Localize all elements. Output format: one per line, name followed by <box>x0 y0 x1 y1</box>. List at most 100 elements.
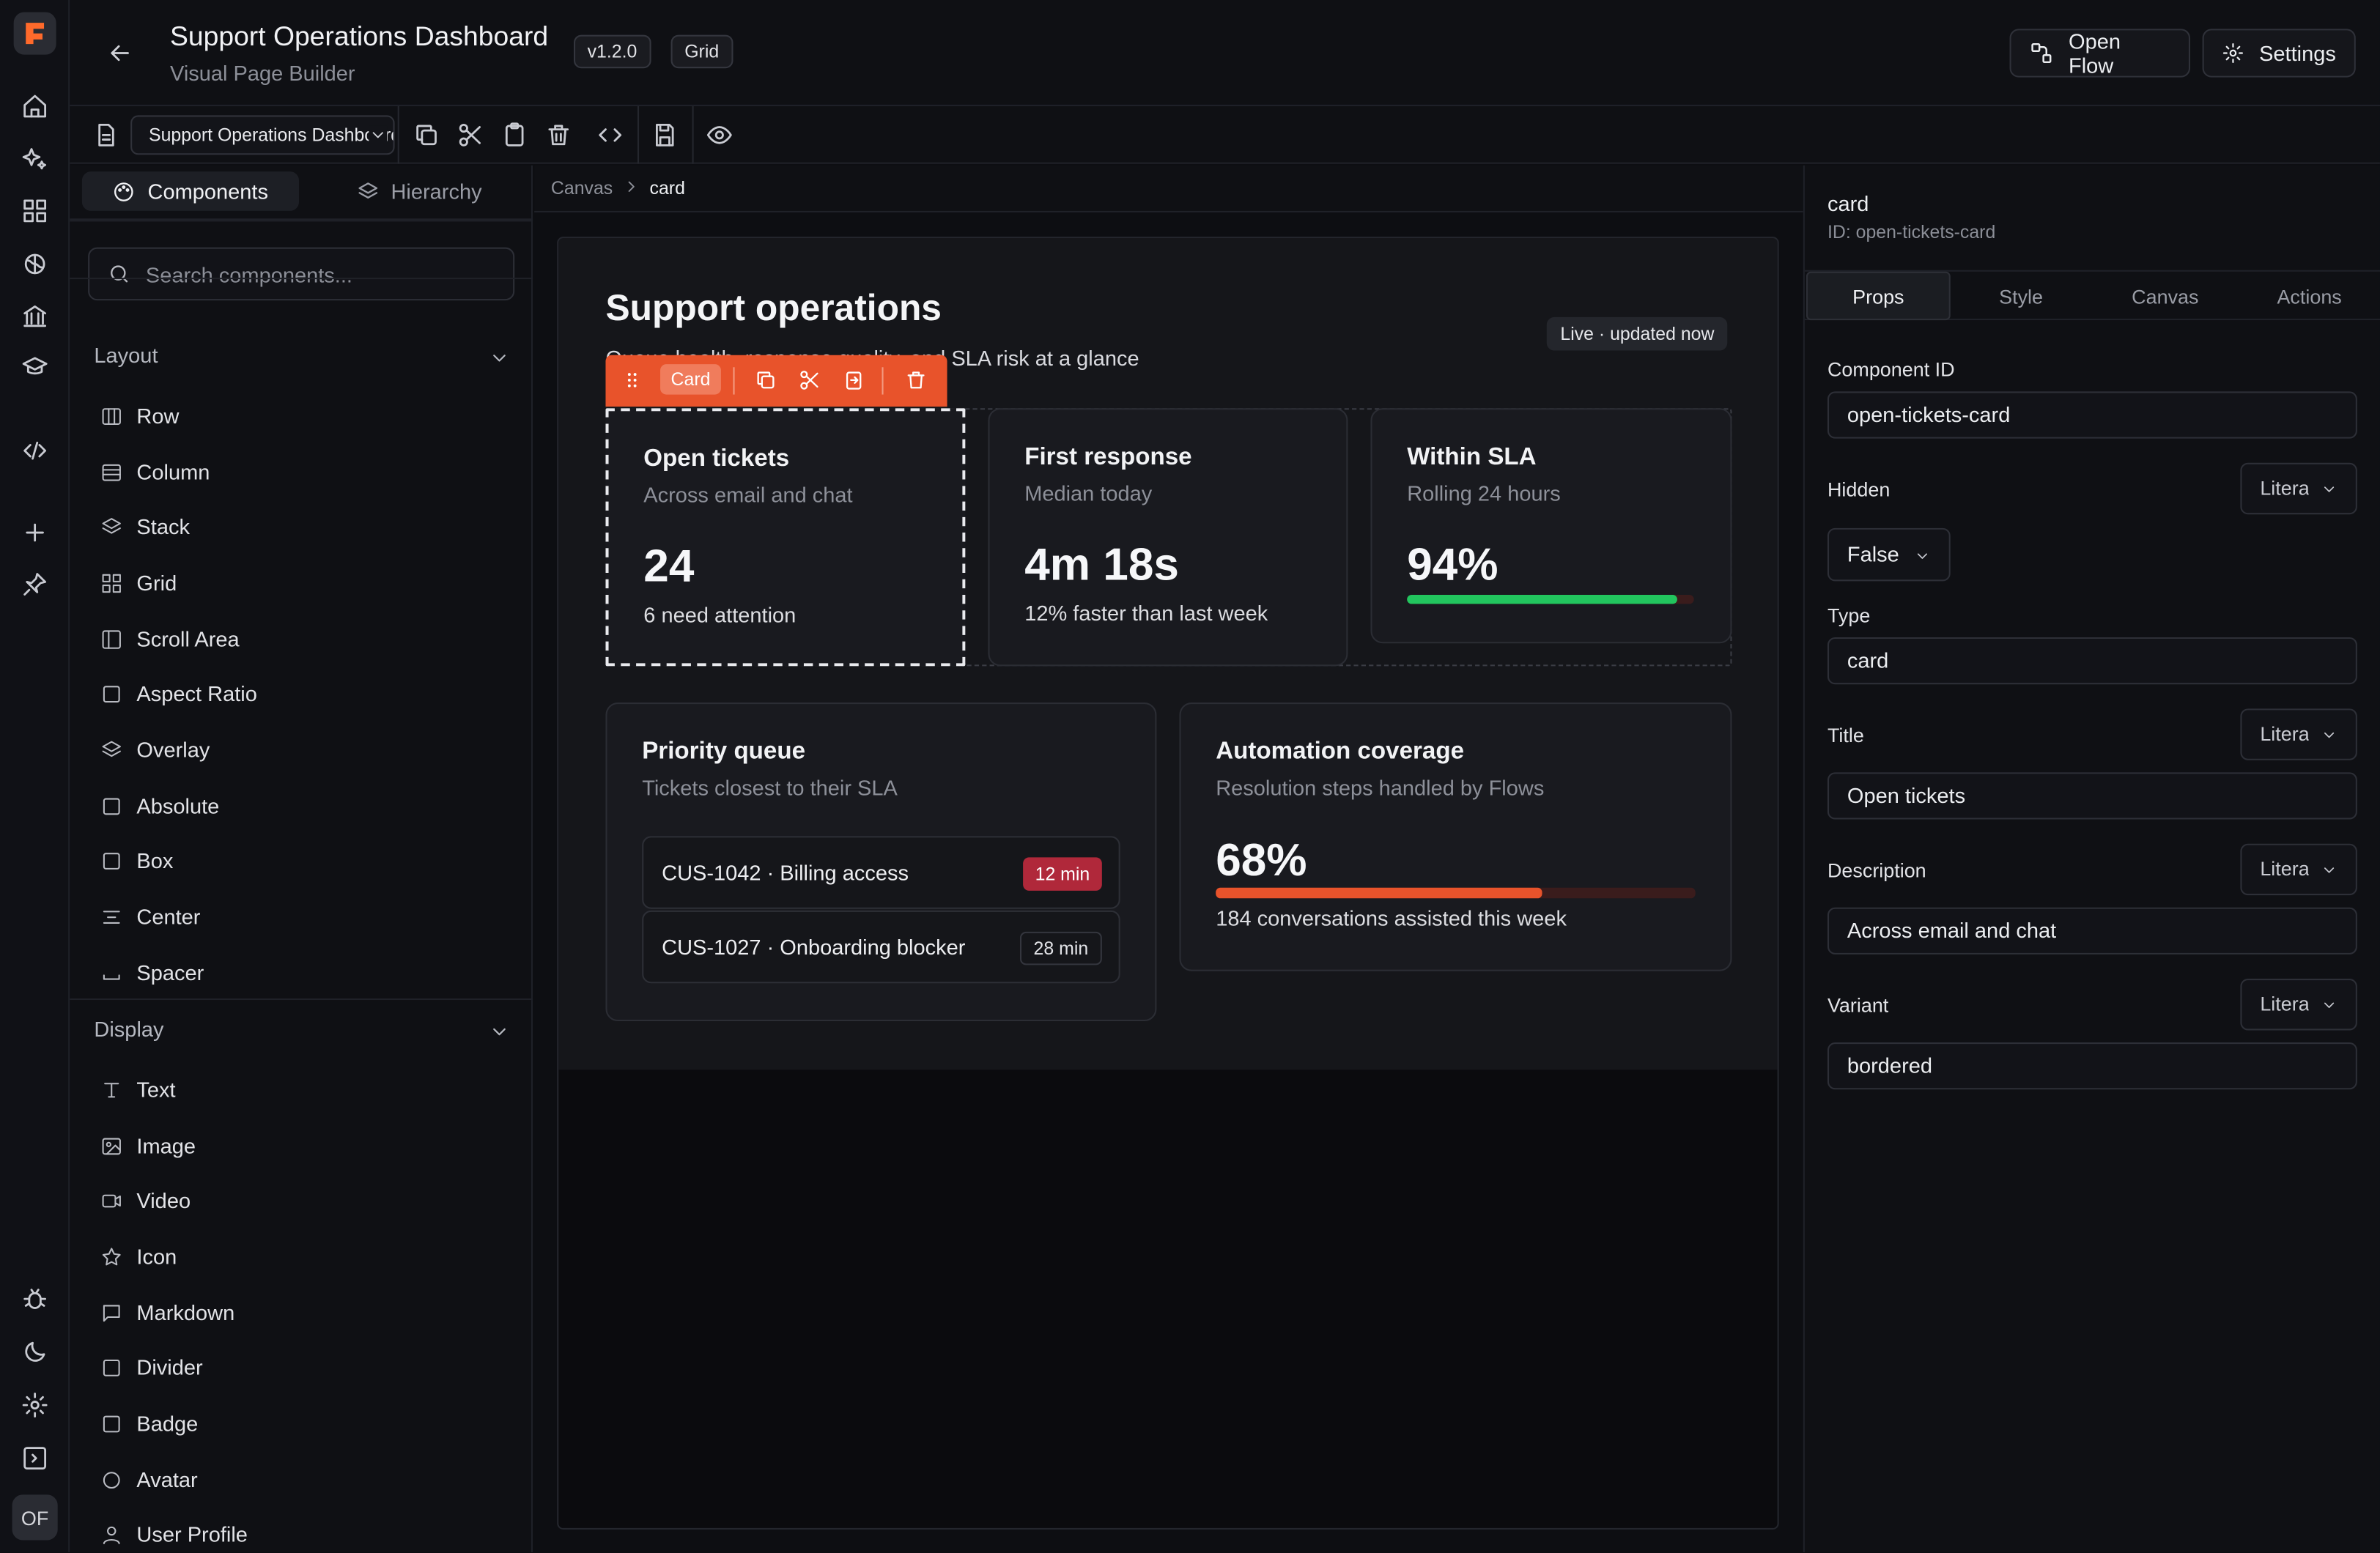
tab-actions[interactable]: Actions <box>2277 284 2342 308</box>
component-item-markdown[interactable]: Markdown <box>100 1297 234 1327</box>
code-icon[interactable] <box>596 122 624 149</box>
section-layout-title: Layout <box>94 343 158 368</box>
component-item-user-profile[interactable]: User Profile <box>100 1519 248 1549</box>
component-item-overlay[interactable]: Overlay <box>100 735 210 765</box>
component-item-box[interactable]: Box <box>100 845 173 875</box>
stat-card-within-sla[interactable]: Within SLA Rolling 24 hours 94% <box>1370 408 1732 644</box>
component-item-aspect-ratio[interactable]: Aspect Ratio <box>100 678 257 708</box>
queue-row[interactable]: CUS-1027 · Onboarding blocker 28 min <box>642 910 1120 984</box>
title-input[interactable]: Open tickets <box>1827 772 2357 820</box>
copy-icon[interactable] <box>413 122 440 149</box>
toolbar-divider <box>692 105 694 164</box>
moon-icon[interactable] <box>21 1338 48 1365</box>
copy-icon[interactable] <box>754 368 777 391</box>
description-input[interactable]: Across email and chat <box>1827 907 2357 955</box>
gear-icon[interactable] <box>21 1391 48 1418</box>
layers-icon <box>102 740 121 757</box>
panel-divider <box>70 998 533 1001</box>
stat-card-first-response[interactable]: First response Median today 4m 18s 12% f… <box>988 408 1348 667</box>
stat-card-open-tickets[interactable]: Open tickets Across email and chat 24 6 … <box>605 408 966 667</box>
library-icon[interactable] <box>21 302 48 329</box>
component-item-stack[interactable]: Stack <box>100 511 190 541</box>
component-item-divider[interactable]: Divider <box>100 1352 203 1382</box>
component-item-label: Image <box>136 1133 196 1158</box>
component-item-grid[interactable]: Grid <box>100 568 177 598</box>
code-icon[interactable] <box>21 437 48 464</box>
selection-type-label: Card <box>660 364 721 395</box>
plus-icon[interactable] <box>21 519 48 546</box>
user-avatar[interactable]: OF <box>12 1494 58 1541</box>
trash-icon[interactable] <box>905 368 928 391</box>
back-arrow-icon[interactable] <box>106 40 133 67</box>
variant-label: Variant <box>1827 993 1889 1017</box>
settings-button[interactable]: Settings <box>2202 29 2356 78</box>
variant-mode-select[interactable]: Literal <box>2240 979 2357 1031</box>
graduation-cap-icon[interactable] <box>21 354 48 381</box>
app-logo[interactable] <box>13 12 56 55</box>
bug-icon[interactable] <box>21 1285 48 1312</box>
breadcrumb-root[interactable]: Canvas <box>550 177 613 199</box>
search-icon <box>111 265 128 283</box>
tab-canvas[interactable]: Canvas <box>2132 284 2199 308</box>
tab-style[interactable]: Style <box>1999 284 2044 308</box>
component-item-label: User Profile <box>136 1522 248 1546</box>
component-id-input[interactable]: open-tickets-card <box>1827 391 2357 439</box>
layers-icon <box>358 182 377 198</box>
properties-panel: card ID: open-tickets-card Props Style C… <box>1803 165 2380 1553</box>
component-id-label: Component ID <box>1827 357 1955 381</box>
chevron-down-icon <box>2321 481 2338 498</box>
apps-grid-icon[interactable] <box>21 197 48 224</box>
brain-icon[interactable] <box>21 251 48 278</box>
open-flow-button[interactable]: Open Flow <box>2009 29 2191 78</box>
tab-hierarchy[interactable]: Hierarchy <box>313 171 525 211</box>
search-placeholder: Search components... <box>145 262 352 286</box>
automation-coverage-card[interactable]: Automation coverage Resolution steps han… <box>1179 703 1732 971</box>
description-mode-select[interactable]: Literal <box>2240 843 2357 896</box>
home-icon[interactable] <box>21 92 48 119</box>
component-item-label: Column <box>136 459 210 484</box>
component-search-input[interactable]: Search components... <box>88 247 515 301</box>
trash-icon[interactable] <box>545 122 572 149</box>
component-item-video[interactable]: Video <box>100 1185 191 1215</box>
title-mode-select[interactable]: Literal <box>2240 708 2357 760</box>
selected-component-id: ID: open-tickets-card <box>1827 221 1996 243</box>
stat-card-title: Within SLA <box>1407 444 1537 471</box>
pin-icon[interactable] <box>21 571 48 598</box>
panel-icon <box>102 629 121 648</box>
page-select[interactable]: Support Operations Dashboard <box>130 115 395 155</box>
component-item-icon[interactable]: Icon <box>100 1241 177 1271</box>
section-layout-header[interactable]: Layout <box>94 343 510 373</box>
sparkles-icon[interactable] <box>21 146 48 173</box>
component-item-absolute[interactable]: Absolute <box>100 790 219 820</box>
eye-icon[interactable] <box>706 122 733 149</box>
grid-icon <box>102 573 121 593</box>
component-item-image[interactable]: Image <box>100 1130 196 1160</box>
clipboard-paste-icon[interactable] <box>843 368 865 391</box>
component-item-column[interactable]: Column <box>100 456 210 486</box>
spacer-icon <box>103 974 120 979</box>
scissors-icon[interactable] <box>457 122 484 149</box>
component-item-scroll-area[interactable]: Scroll Area <box>100 623 240 653</box>
queue-row[interactable]: CUS-1042 · Billing access 12 min <box>642 836 1120 909</box>
hidden-value-select[interactable]: False <box>1827 527 1951 582</box>
page-subtitle: Visual Page Builder <box>169 60 355 85</box>
component-item-center[interactable]: Center <box>100 901 200 931</box>
tab-components[interactable]: Components <box>81 171 300 211</box>
hidden-mode-select[interactable]: Literal <box>2240 462 2357 515</box>
variant-input[interactable]: bordered <box>1827 1042 2357 1090</box>
component-item-row[interactable]: Row <box>100 401 179 431</box>
tab-props[interactable]: Props <box>1806 271 1951 321</box>
component-item-spacer[interactable]: Spacer <box>100 957 204 987</box>
priority-queue-card[interactable]: Priority queue Tickets closest to their … <box>605 703 1157 1022</box>
section-display-header[interactable]: Display <box>94 1017 510 1047</box>
circle-icon <box>103 1471 120 1489</box>
clipboard-icon[interactable] <box>501 122 528 149</box>
drag-handle-icon[interactable] <box>621 368 643 391</box>
type-input[interactable]: card <box>1827 637 2357 685</box>
component-item-badge[interactable]: Badge <box>100 1408 198 1438</box>
save-icon[interactable] <box>651 122 679 149</box>
component-item-text[interactable]: Text <box>100 1075 176 1105</box>
panel-toggle-icon[interactable] <box>21 1445 48 1472</box>
scissors-icon[interactable] <box>799 368 821 391</box>
component-item-avatar[interactable]: Avatar <box>100 1464 198 1494</box>
